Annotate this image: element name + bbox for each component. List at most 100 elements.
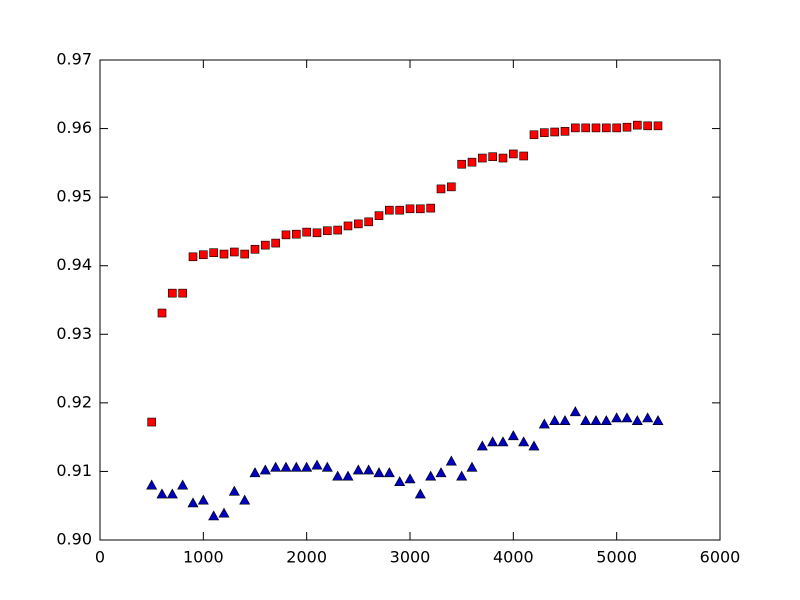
y-tick-label: 0.95 bbox=[56, 187, 92, 206]
point bbox=[416, 204, 425, 214]
point bbox=[445, 455, 457, 466]
point bbox=[147, 417, 156, 427]
point bbox=[249, 467, 261, 478]
point bbox=[653, 121, 663, 131]
point bbox=[611, 412, 623, 423]
point bbox=[447, 182, 456, 192]
point bbox=[519, 151, 528, 161]
point bbox=[259, 464, 271, 475]
point bbox=[507, 430, 519, 441]
point bbox=[591, 123, 601, 133]
y-tick-label: 0.94 bbox=[56, 255, 92, 274]
point bbox=[321, 461, 333, 472]
point bbox=[354, 219, 363, 229]
point bbox=[312, 228, 322, 238]
point bbox=[342, 470, 354, 481]
point bbox=[219, 249, 229, 259]
point bbox=[374, 211, 384, 220]
x-tick-label: 3000 bbox=[390, 548, 431, 567]
point bbox=[571, 123, 580, 133]
point bbox=[643, 121, 652, 131]
point bbox=[208, 510, 220, 521]
point bbox=[569, 406, 581, 417]
point bbox=[538, 418, 550, 429]
point bbox=[240, 249, 249, 259]
point bbox=[518, 436, 530, 447]
point bbox=[498, 153, 508, 163]
point bbox=[652, 415, 664, 425]
point bbox=[425, 470, 437, 481]
x-tick-label: 2000 bbox=[286, 548, 327, 567]
y-tick-label: 0.92 bbox=[56, 392, 92, 411]
point bbox=[187, 497, 199, 508]
point bbox=[622, 122, 632, 132]
point bbox=[435, 467, 447, 478]
plot-frame bbox=[99, 59, 721, 541]
point bbox=[580, 415, 592, 425]
point bbox=[478, 153, 487, 163]
point bbox=[395, 205, 404, 215]
point bbox=[633, 120, 642, 130]
point bbox=[602, 123, 611, 133]
point bbox=[476, 440, 488, 451]
point bbox=[311, 459, 323, 470]
point bbox=[178, 288, 187, 298]
point bbox=[261, 240, 270, 250]
point bbox=[290, 461, 302, 472]
point bbox=[364, 217, 373, 227]
point bbox=[436, 184, 446, 194]
y-tick-label: 0.93 bbox=[56, 324, 92, 343]
point bbox=[166, 488, 178, 499]
point bbox=[218, 507, 230, 518]
point bbox=[509, 149, 518, 159]
point bbox=[373, 467, 385, 478]
point bbox=[280, 461, 292, 472]
y-tick-label: 0.90 bbox=[56, 530, 92, 549]
y-tick-label: 0.97 bbox=[56, 50, 92, 69]
point bbox=[528, 440, 540, 451]
point bbox=[467, 157, 477, 167]
point bbox=[549, 415, 561, 425]
x-tick-label: 4000 bbox=[493, 548, 534, 567]
point bbox=[600, 415, 612, 425]
point bbox=[209, 248, 218, 257]
point bbox=[550, 127, 559, 137]
point bbox=[560, 127, 570, 136]
point bbox=[612, 123, 621, 133]
point bbox=[177, 479, 189, 490]
point bbox=[559, 415, 571, 425]
point bbox=[270, 461, 282, 472]
point bbox=[466, 461, 478, 472]
point bbox=[487, 436, 499, 447]
point bbox=[414, 488, 426, 499]
point bbox=[540, 128, 549, 137]
point bbox=[405, 204, 415, 214]
point bbox=[642, 412, 654, 423]
point bbox=[239, 494, 251, 505]
point bbox=[426, 203, 435, 213]
point bbox=[352, 464, 364, 475]
point bbox=[157, 308, 167, 318]
point bbox=[581, 123, 590, 133]
point bbox=[394, 476, 406, 487]
x-tick-label: 6000 bbox=[700, 548, 741, 567]
point bbox=[631, 415, 643, 425]
point bbox=[199, 250, 208, 260]
point bbox=[146, 479, 158, 490]
y-tick-label: 0.91 bbox=[56, 461, 92, 480]
point bbox=[250, 244, 260, 254]
x-tick-label: 1000 bbox=[183, 548, 224, 567]
point bbox=[529, 130, 539, 140]
point bbox=[228, 485, 240, 496]
point bbox=[271, 238, 280, 248]
point bbox=[590, 415, 602, 425]
point bbox=[363, 464, 375, 475]
point bbox=[197, 494, 209, 505]
point bbox=[333, 225, 342, 235]
point bbox=[457, 159, 466, 169]
point bbox=[323, 226, 332, 236]
point bbox=[383, 467, 395, 478]
point bbox=[301, 461, 313, 472]
